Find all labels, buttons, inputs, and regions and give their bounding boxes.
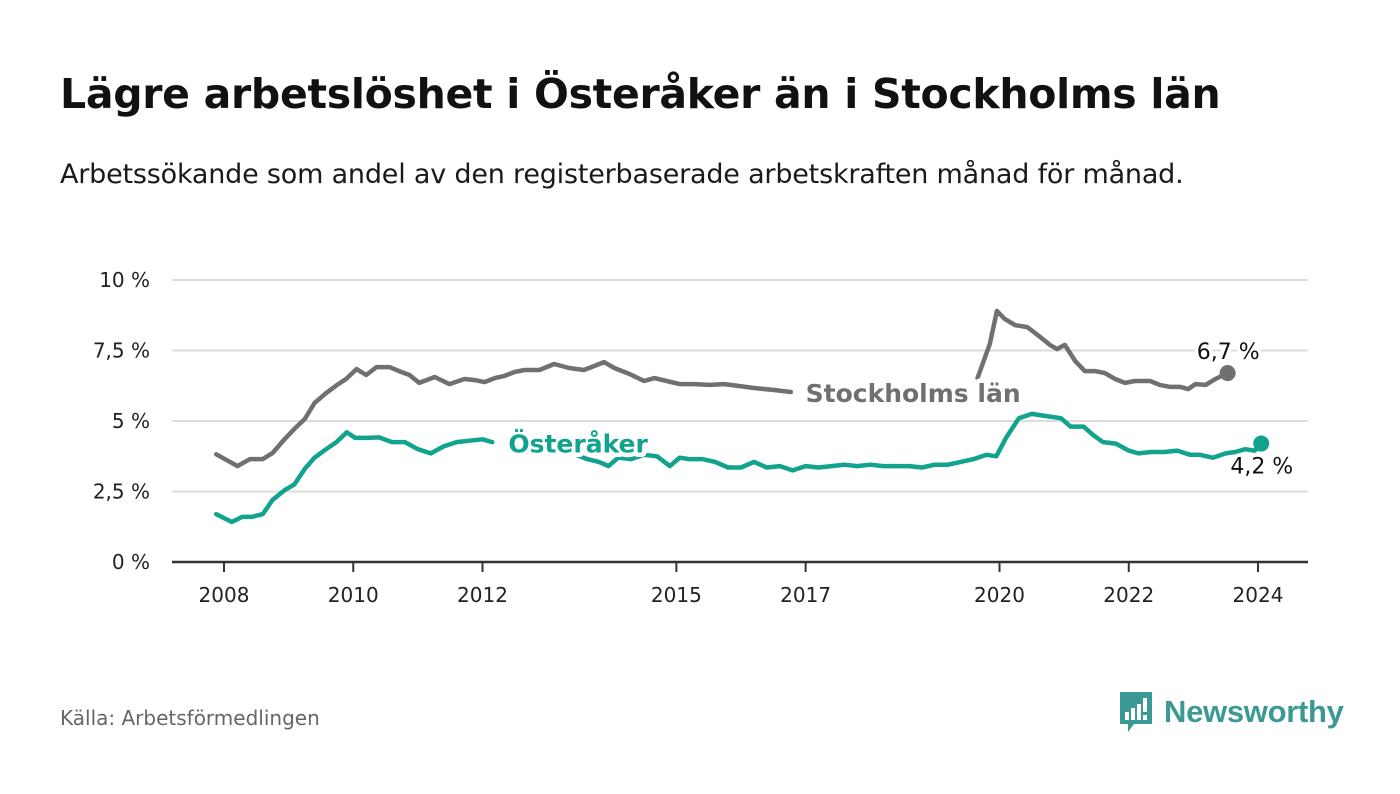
x-tick-label: 2015 bbox=[651, 583, 702, 607]
y-tick-label: 5 % bbox=[112, 409, 150, 433]
x-tick-label: 2022 bbox=[1103, 583, 1154, 607]
x-tick-label: 2008 bbox=[199, 583, 250, 607]
x-tick-label: 2020 bbox=[974, 583, 1025, 607]
series-line-stockholms-län bbox=[213, 308, 1230, 469]
x-tick-label: 2010 bbox=[328, 583, 379, 607]
series-line-österåker bbox=[213, 411, 1264, 525]
series-label-stockholms-län: Stockholms län bbox=[806, 379, 1021, 408]
end-point-stockholms-län bbox=[1219, 365, 1236, 382]
x-tick-label: 2012 bbox=[457, 583, 508, 607]
end-value-label-stockholms-län: 6,7 % bbox=[1197, 340, 1260, 365]
x-tick-label: 2017 bbox=[780, 583, 831, 607]
brand-name: Newsworthy bbox=[1164, 694, 1344, 729]
y-tick-label: 0 % bbox=[112, 550, 150, 574]
chart-subtitle: Arbetssökande som andel av den registerb… bbox=[60, 159, 1184, 190]
source-note: Källa: Arbetsförmedlingen bbox=[60, 706, 320, 730]
y-axis-ticks: 0 % 2,5 % 5 % 7,5 % 10 % bbox=[93, 268, 150, 574]
series-labels: 6,7 % Stockholms län 4,2 % Österåker bbox=[504, 337, 1297, 484]
newsworthy-logo[interactable]: Newsworthy bbox=[1118, 690, 1344, 734]
bar-chart-speech-bubble-icon bbox=[1120, 692, 1152, 732]
end-value-label-österåker: 4,2 % bbox=[1230, 455, 1293, 480]
x-axis: 2008 2010 2012 2015 2017 2020 2022 2024 bbox=[172, 560, 1308, 607]
y-tick-label: 7,5 % bbox=[93, 339, 150, 363]
series-label-österåker: Österåker bbox=[508, 429, 648, 459]
y-tick-label: 10 % bbox=[99, 268, 150, 292]
chart-title: Lägre arbetslöshet i Österåker än i Stoc… bbox=[60, 70, 1221, 118]
series-lines bbox=[213, 308, 1270, 525]
gridlines bbox=[172, 279, 1308, 493]
end-point-österåker bbox=[1253, 435, 1270, 452]
x-tick-label: 2024 bbox=[1233, 583, 1284, 607]
y-tick-label: 2,5 % bbox=[93, 480, 150, 504]
